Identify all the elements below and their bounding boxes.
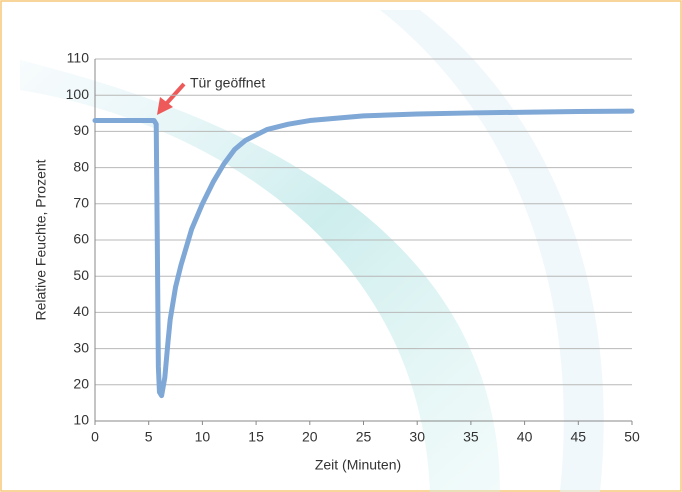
x-tick-label: 50 <box>624 429 640 445</box>
x-tick-label: 5 <box>145 429 153 445</box>
x-tick-label: 10 <box>195 429 211 445</box>
x-tick-label: 35 <box>463 429 479 445</box>
x-tick-label: 25 <box>356 429 372 445</box>
x-tick-label: 30 <box>409 429 425 445</box>
y-tick-label: 10 <box>73 412 89 428</box>
annotation: Tür geöffnet <box>190 75 265 91</box>
y-tick-label: 80 <box>73 158 89 174</box>
x-axis-label: Zeit (Minuten) <box>315 457 401 473</box>
x-tick-label: 20 <box>302 429 318 445</box>
y-tick-label: 60 <box>73 231 89 247</box>
x-tick-label: 0 <box>91 429 99 445</box>
y-tick-label: 100 <box>66 86 90 102</box>
y-axis-label: Relative Feuchte, Prozent <box>33 159 49 320</box>
y-tick-label: 30 <box>73 339 89 355</box>
x-tick-label: 40 <box>517 429 533 445</box>
x-tick-label: 45 <box>571 429 587 445</box>
y-tick-label: 110 <box>67 50 90 66</box>
x-tick-label: 15 <box>248 429 264 445</box>
y-tick-label: 40 <box>73 303 89 319</box>
y-tick-label: 20 <box>73 376 89 392</box>
page: Zeit (Minuten) Relative Feuchte, Prozent… <box>0 0 682 492</box>
y-tick-label: 90 <box>73 122 89 138</box>
y-tick-label: 70 <box>73 195 89 211</box>
y-tick-label: 50 <box>73 267 89 283</box>
chart: Zeit (Minuten) Relative Feuchte, Prozent… <box>0 0 682 492</box>
